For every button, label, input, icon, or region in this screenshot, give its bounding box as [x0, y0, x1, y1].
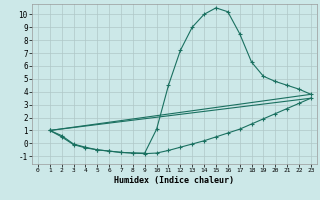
X-axis label: Humidex (Indice chaleur): Humidex (Indice chaleur)	[115, 176, 234, 185]
